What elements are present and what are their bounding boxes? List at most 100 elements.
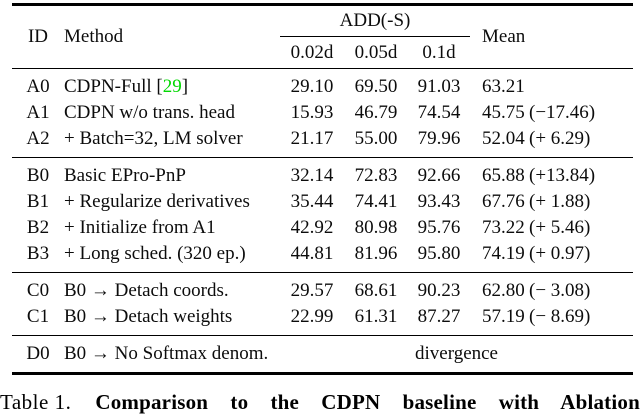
caption-label: Table 1. [0, 390, 72, 414]
row-id-cell: B2 [26, 217, 50, 238]
table-row: B3 + Long sched. (320 ep.) 44.81 81.96 9… [12, 241, 633, 273]
mean-value: 45.75 [482, 102, 525, 123]
mean-cell: 73.22 (+ 5.46) [470, 215, 633, 241]
table-header: ID Method ADD(-S) Mean 0.02d 0.05d 0.1d [12, 4, 633, 69]
mean-cell: 62.80 (− 3.08) [470, 273, 633, 305]
mean-delta: (− 3.08) [529, 280, 591, 301]
table-caption: Table 1. Comparison to the CDPN baseline… [0, 389, 640, 416]
method-cell: B0 → Detach weights [64, 306, 233, 327]
metric-cell: 35.44 [290, 191, 334, 212]
metric-cell: 81.96 [354, 243, 398, 264]
method-label: CDPN-Full [64, 76, 157, 97]
citation-link-29[interactable]: 29 [162, 76, 182, 97]
citation-bracket: [ [156, 76, 163, 97]
method-cell: + Initialize from A1 [64, 217, 216, 238]
method-cell: B0 → No Softmax denom. [64, 343, 269, 364]
row-id-cell: B3 [26, 243, 50, 264]
method-cell: CDPN w/o trans. head [64, 102, 235, 123]
table-row: B2 + Initialize from A1 42.92 80.98 95.7… [12, 215, 633, 241]
row-id-cell: B1 [26, 191, 50, 212]
row-id-cell: B0 [26, 165, 50, 186]
mean-cell: 65.88 (+13.84) [470, 158, 633, 190]
subcol-header-01d: 0.1d [422, 41, 456, 63]
metric-cell: 92.66 [417, 165, 461, 186]
metric-cell: 29.57 [290, 280, 334, 301]
method-cell: Basic EPro-PnP [64, 165, 186, 186]
metric-cell: 44.81 [290, 243, 334, 264]
metric-cell: 55.00 [354, 128, 398, 149]
metric-cell: 90.23 [417, 280, 461, 301]
mean-cell: 74.19 (+ 0.97) [470, 241, 633, 273]
metric-cell: 61.31 [354, 306, 398, 327]
mean-delta: (−17.46) [529, 102, 596, 123]
row-id-cell: A0 [26, 76, 50, 97]
metric-cell: 42.92 [290, 217, 334, 238]
mean-delta: (+ 5.46) [529, 217, 591, 238]
table-row: A1 CDPN w/o trans. head 15.93 46.79 74.5… [12, 100, 633, 126]
metric-cell: 80.98 [354, 217, 398, 238]
metric-cell: 74.41 [354, 191, 398, 212]
metric-cell: 15.93 [290, 102, 334, 123]
col-header-mean: Mean [482, 26, 526, 47]
section-b: B0 Basic EPro-PnP 32.14 72.83 92.66 65.8… [12, 157, 633, 273]
mean-value: 57.19 [482, 306, 525, 327]
metric-cell: 32.14 [290, 165, 334, 186]
metric-cell: 68.61 [354, 280, 398, 301]
table-row: D0 B0 → No Softmax denom. divergence [12, 336, 633, 374]
mean-delta: (− 8.69) [529, 306, 591, 327]
table-row: A0 CDPN-Full [29] 29.10 69.50 91.03 63.2… [12, 69, 633, 101]
metric-cell: 21.17 [290, 128, 334, 149]
mean-value: 63.21 [482, 76, 525, 97]
col-header-id: ID [27, 26, 49, 47]
table-row: C0 B0 → Detach coords. 29.57 68.61 90.23… [12, 273, 633, 305]
method-cell: + Batch=32, LM solver [64, 128, 243, 149]
mean-value: 74.19 [482, 243, 525, 264]
table-row: A2 + Batch=32, LM solver 21.17 55.00 79.… [12, 126, 633, 158]
metric-cell: 22.99 [290, 306, 334, 327]
subcol-header-005d: 0.05d [354, 41, 398, 63]
mean-value: 62.80 [482, 280, 525, 301]
section-c: C0 B0 → Detach coords. 29.57 68.61 90.23… [12, 272, 633, 336]
row-id-cell: C1 [26, 306, 50, 327]
section-a: A0 CDPN-Full [29] 29.10 69.50 91.03 63.2… [12, 68, 633, 158]
metric-cell: 29.10 [290, 76, 334, 97]
mean-cell: 63.21 [470, 69, 633, 101]
metric-cell: 87.27 [417, 306, 461, 327]
mean-value: 65.88 [482, 165, 525, 186]
metric-cell: 74.54 [417, 102, 461, 123]
mean-delta: (+13.84) [529, 165, 596, 186]
row-id-cell: A2 [26, 128, 50, 149]
col-header-add-s: ADD(-S) [280, 4, 470, 37]
method-cell: + Regularize derivatives [64, 191, 250, 212]
mean-cell: 57.19 (− 8.69) [470, 304, 633, 336]
metric-cell: 95.80 [417, 243, 461, 264]
table-row: B1 + Regularize derivatives 35.44 74.41 … [12, 189, 633, 215]
metric-cell: 91.03 [417, 76, 461, 97]
mean-delta: (+ 1.88) [529, 191, 591, 212]
row-id-cell: C0 [26, 280, 50, 301]
mean-cell: 52.04 (+ 6.29) [470, 126, 633, 158]
mean-delta: (+ 6.29) [529, 128, 591, 149]
metric-cell: 69.50 [354, 76, 398, 97]
subcol-header-002d: 0.02d [290, 41, 334, 63]
method-cell: + Long sched. (320 ep.) [64, 243, 246, 264]
mean-value: 73.22 [482, 217, 525, 238]
mean-cell: 67.76 (+ 1.88) [470, 189, 633, 215]
metric-cell: 46.79 [354, 102, 398, 123]
metric-cell: 95.76 [417, 217, 461, 238]
metric-cell: 72.83 [354, 165, 398, 186]
section-d: D0 B0 → No Softmax denom. divergence [12, 335, 633, 374]
metric-cell: 93.43 [417, 191, 461, 212]
citation-bracket: ] [181, 76, 189, 97]
mean-delta: (+ 0.97) [529, 243, 591, 264]
mean-cell: 45.75 (−17.46) [470, 100, 633, 126]
method-cell: B0 → Detach coords. [64, 280, 229, 301]
divergence-cell: divergence [415, 343, 498, 364]
table-row: B0 Basic EPro-PnP 32.14 72.83 92.66 65.8… [12, 158, 633, 190]
table-row: C1 B0 → Detach weights 22.99 61.31 87.27… [12, 304, 633, 336]
mean-value: 67.76 [482, 191, 525, 212]
caption-title: Comparison to the CDPN baseline with Abl… [95, 390, 640, 414]
metric-cell: 79.96 [417, 128, 461, 149]
col-header-method: Method [64, 26, 124, 47]
